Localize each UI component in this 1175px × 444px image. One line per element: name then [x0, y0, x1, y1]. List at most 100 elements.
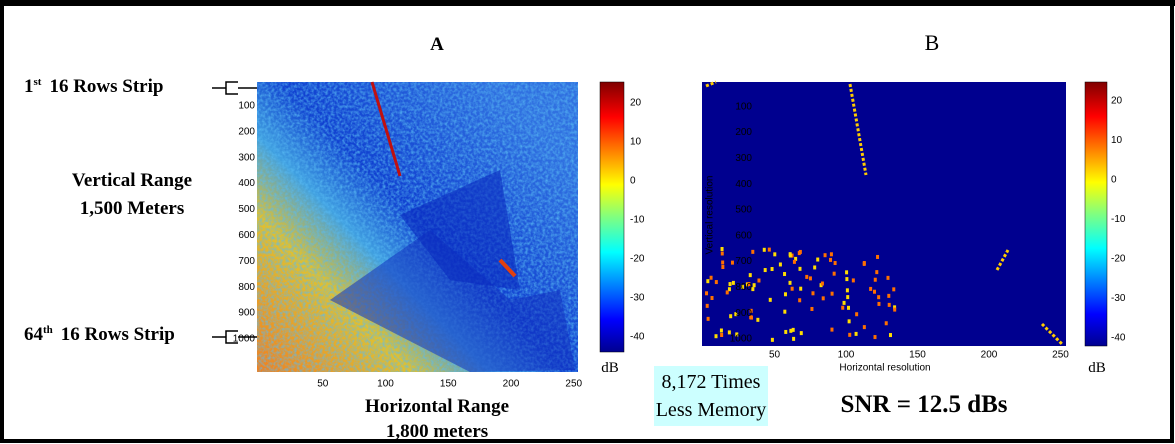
speck — [873, 277, 877, 282]
speck — [789, 328, 793, 333]
y-axis-label: Vertical resolution — [705, 176, 716, 255]
y-tick-label: 900 — [735, 308, 752, 319]
speck — [851, 278, 855, 283]
colorbar-tick-label: 10 — [1111, 135, 1123, 146]
x-tick-label: 150 — [909, 350, 926, 361]
speck — [798, 298, 802, 303]
strip-number: 64 — [24, 324, 44, 345]
speck — [816, 257, 820, 262]
colorbar-tick-label: 0 — [1111, 175, 1117, 186]
speck — [799, 331, 803, 336]
speck — [811, 291, 815, 296]
speck — [823, 253, 827, 258]
range-label: Vertical Range — [72, 170, 192, 191]
strip-bracket — [212, 81, 257, 95]
y-tick-label: 700 — [238, 256, 255, 267]
speck — [833, 261, 837, 266]
speck — [752, 283, 756, 288]
y-tick-label: 100 — [238, 101, 255, 112]
speck — [709, 275, 713, 280]
speck — [798, 266, 802, 271]
colorbar-tick-label: -40 — [1111, 333, 1126, 344]
speck — [751, 249, 755, 254]
speck — [725, 290, 729, 295]
speck — [748, 273, 752, 278]
speck — [841, 305, 845, 310]
colorbar-unit: dB — [1088, 360, 1106, 376]
colorbar-a — [599, 81, 625, 353]
colorbar-tick-label: 0 — [630, 176, 636, 187]
y-tick-label: 300 — [735, 153, 752, 164]
x-tick-label: 200 — [981, 350, 998, 361]
range-label: Horizontal Range — [365, 396, 509, 417]
speck — [710, 295, 714, 300]
speck — [872, 289, 876, 294]
speck — [783, 309, 787, 314]
memory-label: Less Memory — [656, 399, 767, 421]
y-tick-label: 600 — [238, 230, 255, 241]
speck — [794, 256, 798, 261]
y-tick-label: 800 — [735, 282, 752, 293]
colorbar-unit: dB — [601, 360, 619, 376]
speck — [792, 259, 796, 264]
speck — [773, 252, 777, 257]
speck — [847, 319, 851, 324]
range-label: 1,500 Meters — [80, 198, 184, 219]
speck — [783, 272, 787, 277]
memory-box — [654, 366, 768, 426]
speck — [714, 280, 718, 285]
colorbar-tick-label: 20 — [1111, 96, 1123, 107]
speck — [829, 257, 833, 262]
speck — [721, 264, 725, 269]
colorbar-tick-label: -30 — [1111, 293, 1126, 304]
speck — [848, 332, 852, 337]
colorbar-tick-label: 10 — [630, 137, 642, 148]
speck — [728, 282, 732, 287]
speck — [821, 296, 825, 301]
speck — [805, 274, 809, 279]
colorbar-tick-label: -10 — [1111, 214, 1126, 225]
colorbar-tick-label: -30 — [630, 293, 645, 304]
speck — [877, 295, 881, 300]
speck — [791, 327, 795, 332]
speck — [727, 287, 731, 292]
speck — [705, 303, 709, 308]
colorbar-tick-label: -20 — [1111, 254, 1126, 265]
x-tick-label: 50 — [769, 350, 781, 361]
speck — [770, 267, 774, 272]
speck — [762, 247, 766, 252]
x-tick-label: 250 — [1052, 350, 1069, 361]
strip-bracket — [212, 330, 257, 344]
speck — [729, 314, 733, 319]
strip-label: 64th 16 Rows Strip — [24, 324, 175, 345]
speck — [873, 335, 877, 340]
speck — [706, 279, 710, 284]
speck — [706, 316, 710, 321]
speck — [829, 252, 833, 257]
speck — [731, 280, 735, 285]
strip-number: 1 — [24, 76, 34, 97]
strip-text: 16 Rows Strip — [61, 324, 175, 345]
speck — [820, 281, 824, 286]
speck — [770, 337, 774, 342]
snr-label: SNR = 12.5 dBs — [840, 391, 1007, 418]
speck — [887, 302, 891, 307]
speck — [830, 327, 834, 332]
speck — [876, 254, 880, 259]
speck — [810, 306, 814, 311]
speck — [727, 330, 731, 335]
speck — [778, 262, 782, 267]
x-tick-label: 250 — [565, 379, 582, 390]
strip-label: 1st 16 Rows Strip — [24, 76, 163, 97]
y-tick-label: 600 — [735, 230, 752, 241]
speck — [788, 280, 792, 285]
speck — [892, 287, 896, 292]
speck — [720, 332, 724, 337]
speck — [768, 297, 772, 302]
speck — [790, 286, 794, 291]
panel-title: A — [430, 34, 444, 55]
speck — [877, 301, 881, 306]
speck — [884, 321, 888, 326]
speck — [845, 270, 849, 275]
